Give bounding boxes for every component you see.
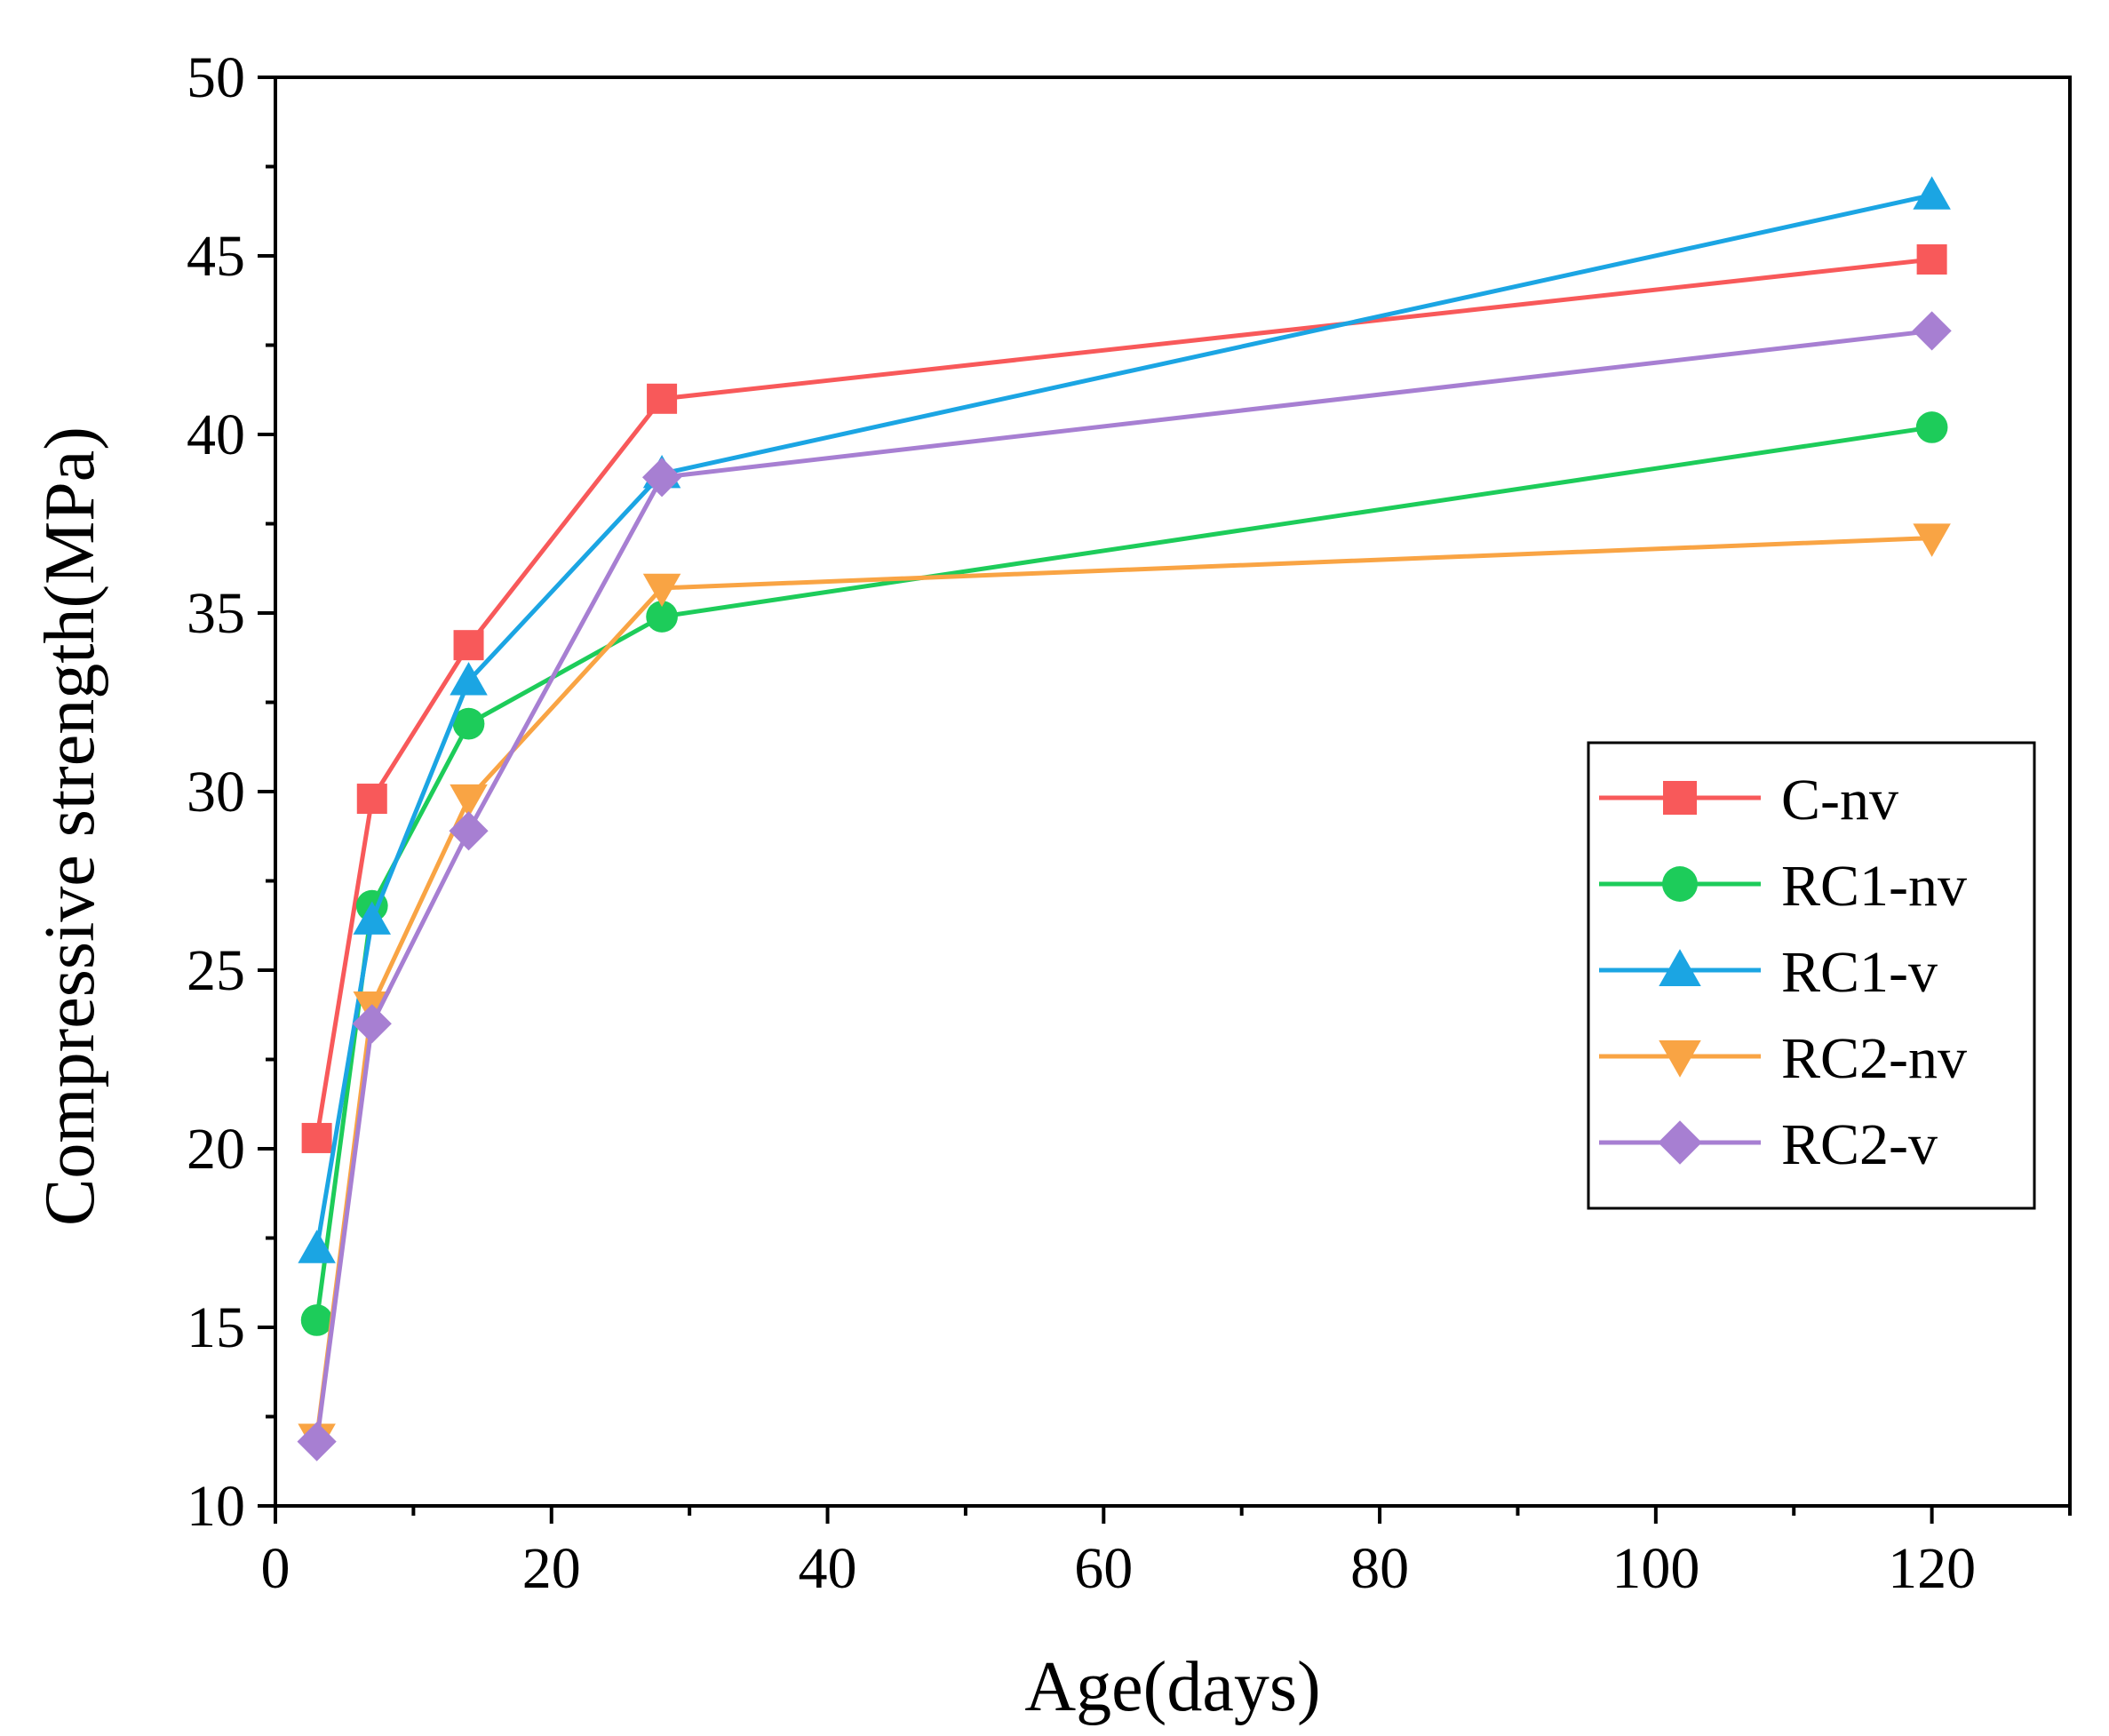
x-tick-label: 120 xyxy=(1888,1536,1976,1601)
legend-item-rc2-v: RC2-v xyxy=(1599,1112,1938,1177)
legend-marker xyxy=(1659,949,1701,987)
data-point-c-nv xyxy=(301,1122,332,1153)
data-point-rc1-v xyxy=(353,901,392,935)
data-point-rc2-nv xyxy=(642,573,681,608)
legend-marker xyxy=(1658,1120,1702,1165)
x-tick-label: 20 xyxy=(522,1536,581,1601)
y-tick-label: 45 xyxy=(187,224,245,289)
data-point-c-nv xyxy=(1916,244,1947,275)
x-tick-label: 0 xyxy=(261,1536,290,1601)
data-point-rc2-v xyxy=(297,1421,337,1461)
data-point-rc1-v xyxy=(450,662,488,696)
y-tick-label: 15 xyxy=(187,1295,245,1360)
data-point-rc1-nv xyxy=(452,707,485,740)
x-tick-label: 60 xyxy=(1074,1536,1133,1601)
x-tick-label: 100 xyxy=(1612,1536,1699,1601)
legend-label: RC1-v xyxy=(1781,940,1938,1005)
legend-label: C-nv xyxy=(1781,768,1898,832)
data-point-rc1-v xyxy=(298,1230,336,1263)
legend-label: RC2-nv xyxy=(1781,1026,1967,1091)
y-tick-label: 25 xyxy=(187,938,245,1003)
y-axis-ticks: 10 15 20 25 30 35 40 45 50 xyxy=(187,45,275,1539)
data-point-rc2-v xyxy=(449,811,489,851)
data-point-rc2-v xyxy=(1912,311,1952,351)
data-point-rc1-nv xyxy=(646,601,678,633)
legend-item-c-nv: C-nv xyxy=(1599,768,1898,832)
series-layer xyxy=(297,176,1952,1461)
data-point-rc2-v xyxy=(641,458,682,498)
y-tick-label: 40 xyxy=(187,402,245,467)
legend-box xyxy=(1587,741,2036,1210)
y-tick-label: 50 xyxy=(187,45,245,110)
data-point-c-nv xyxy=(647,383,678,414)
legend-label: RC1-nv xyxy=(1781,854,1967,919)
legend-marker xyxy=(1659,1039,1701,1078)
x-axis-title: Age(days) xyxy=(1024,1648,1320,1726)
series-rc1-nv xyxy=(300,411,1948,1336)
y-axis-title: Compressive strength(MPa) xyxy=(31,426,109,1226)
legend-item-rc2-nv: RC2-nv xyxy=(1599,1026,1967,1091)
data-point-rc1-nv xyxy=(1915,411,1948,443)
series-rc2-v xyxy=(297,311,1952,1461)
data-point-rc2-v xyxy=(352,1004,392,1044)
y-tick-label: 20 xyxy=(187,1117,245,1182)
legend-marker xyxy=(1663,781,1697,815)
legend: C-nv RC1-nv RC1-v RC2-nv RC2-v xyxy=(1587,741,2036,1210)
series-c-nv xyxy=(301,244,1947,1153)
legend-item-rc1-v: RC1-v xyxy=(1599,940,1938,1005)
series-rc1-v xyxy=(298,176,1951,1263)
x-tick-label: 80 xyxy=(1350,1536,1409,1601)
legend-item-rc1-nv: RC1-nv xyxy=(1599,854,1967,919)
x-axis-ticks: 0 20 40 60 80 100 120 xyxy=(261,1506,2072,1601)
legend-label: RC2-v xyxy=(1781,1112,1938,1177)
y-tick-label: 30 xyxy=(187,760,245,824)
legend-marker xyxy=(1662,866,1698,902)
data-point-rc1-nv xyxy=(300,1304,333,1336)
data-point-rc2-nv xyxy=(450,784,488,818)
data-point-rc1-v xyxy=(1913,176,1951,210)
data-point-c-nv xyxy=(453,630,484,661)
y-tick-label: 35 xyxy=(187,581,245,646)
data-point-c-nv xyxy=(356,784,387,815)
x-tick-label: 40 xyxy=(799,1536,857,1601)
data-point-rc2-nv xyxy=(1913,523,1951,557)
y-tick-label: 10 xyxy=(187,1474,245,1539)
